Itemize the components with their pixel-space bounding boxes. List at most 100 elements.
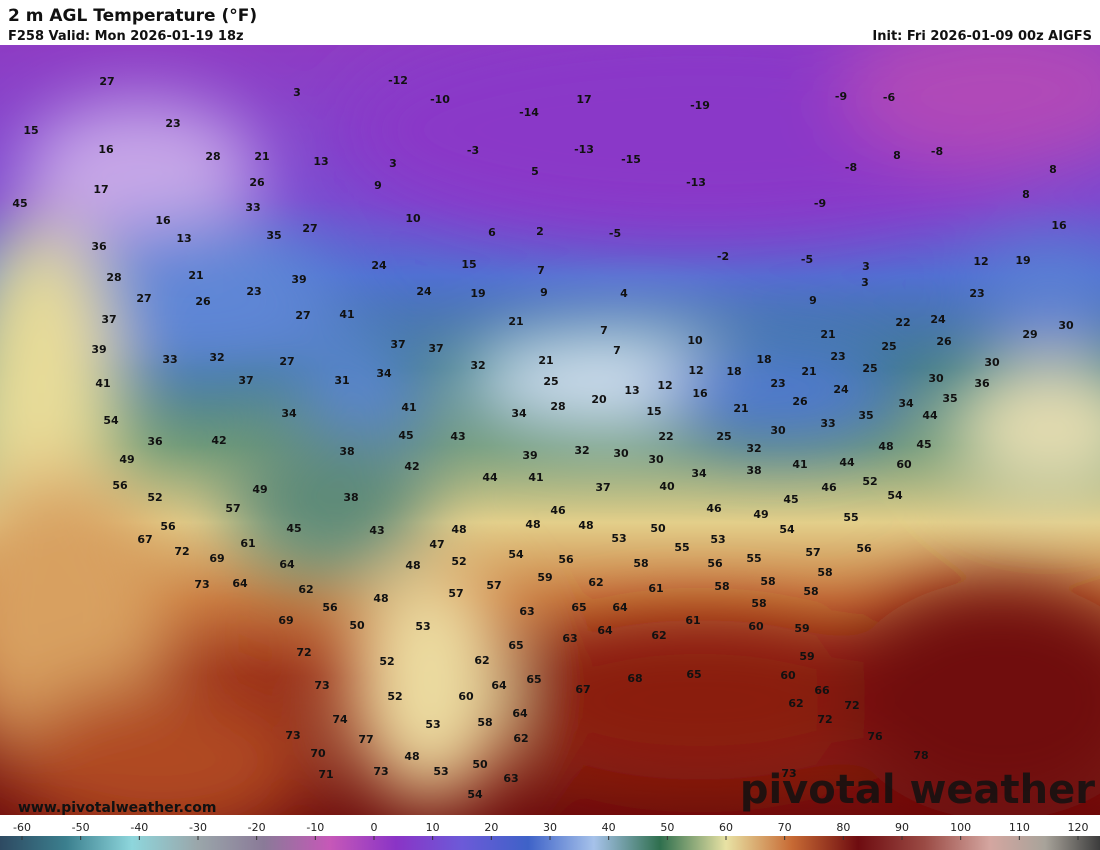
temp-label: 36 <box>91 240 107 253</box>
temp-label: 66 <box>814 684 830 697</box>
temp-label: 58 <box>751 597 766 610</box>
temp-label: 27 <box>136 292 151 305</box>
temp-label: 32 <box>574 444 589 457</box>
temp-label: 8 <box>1022 188 1030 201</box>
temp-label: -14 <box>519 106 539 119</box>
temp-label: 8 <box>1049 163 1057 176</box>
temp-label: 3 <box>861 276 869 289</box>
temp-label: -9 <box>835 90 847 103</box>
temp-label: 53 <box>425 718 440 731</box>
temp-label: 5 <box>531 165 539 178</box>
temp-label: 10 <box>405 212 421 225</box>
temp-label: 25 <box>716 430 731 443</box>
temp-label: 7 <box>613 344 621 357</box>
temp-label: 39 <box>522 449 537 462</box>
temp-label: 34 <box>691 467 707 480</box>
temp-label: 62 <box>513 732 528 745</box>
temp-label: 36 <box>147 435 163 448</box>
colorbar-tick-label: -30 <box>189 821 207 834</box>
temp-label: 70 <box>310 747 326 760</box>
temp-label: 2 <box>536 225 544 238</box>
temp-label: 32 <box>746 442 761 455</box>
temp-label: 72 <box>817 713 832 726</box>
colorbar-tick-label: 30 <box>543 821 557 834</box>
temp-label: 48 <box>451 523 466 536</box>
temp-label: 12 <box>657 379 672 392</box>
temp-label: 48 <box>525 518 540 531</box>
temp-label: 54 <box>887 489 903 502</box>
colorbar-tick-label: 70 <box>778 821 792 834</box>
temp-label: 27 <box>295 309 310 322</box>
temp-label: 50 <box>650 522 666 535</box>
temp-label: 67 <box>137 533 152 546</box>
temp-label: 46 <box>821 481 837 494</box>
temp-label: 41 <box>792 458 807 471</box>
temp-label: -13 <box>686 176 706 189</box>
temp-label: 6 <box>488 226 496 239</box>
temp-label: -12 <box>388 74 408 87</box>
temp-label: 49 <box>119 453 134 466</box>
temp-label: 44 <box>482 471 498 484</box>
temp-label: 59 <box>799 650 814 663</box>
temp-label: 33 <box>162 353 177 366</box>
temp-label: 56 <box>558 553 574 566</box>
temp-label: 48 <box>405 559 420 572</box>
colorbar-tick-label: -50 <box>72 821 90 834</box>
temp-label: 57 <box>448 587 463 600</box>
temp-label: 30 <box>770 424 786 437</box>
temp-label: 21 <box>188 269 203 282</box>
colorbar-tick-label: 90 <box>895 821 909 834</box>
temp-label: 24 <box>371 259 387 272</box>
temp-label: 45 <box>12 197 27 210</box>
temp-label: 38 <box>343 491 358 504</box>
temp-label: 59 <box>537 571 552 584</box>
temp-label: 58 <box>714 580 729 593</box>
temp-label: 41 <box>401 401 416 414</box>
temp-label: 57 <box>805 546 820 559</box>
temp-label: 21 <box>820 328 835 341</box>
temp-label: 27 <box>279 355 294 368</box>
temp-label: 35 <box>266 229 281 242</box>
temp-label: 23 <box>246 285 261 298</box>
temp-label: 49 <box>252 483 267 496</box>
temp-label: -5 <box>801 253 813 266</box>
temp-label: 64 <box>512 707 528 720</box>
temp-label: 52 <box>451 555 466 568</box>
temp-label: 61 <box>240 537 255 550</box>
temp-label: 28 <box>106 271 121 284</box>
temp-label: 69 <box>209 552 224 565</box>
temp-label: 32 <box>209 351 224 364</box>
temp-label: -8 <box>845 161 857 174</box>
temp-label: 62 <box>651 629 666 642</box>
temp-label: 12 <box>973 255 988 268</box>
temp-label: 62 <box>298 583 313 596</box>
temp-label: -3 <box>467 144 479 157</box>
temp-label: 16 <box>155 214 171 227</box>
temp-label: 15 <box>646 405 661 418</box>
watermark-logo: pivotal weather <box>740 767 1095 813</box>
temp-label: 30 <box>648 453 664 466</box>
temp-label: 58 <box>803 585 818 598</box>
colorbar-tick-label: 60 <box>719 821 733 834</box>
temp-label: 9 <box>540 286 548 299</box>
temp-label: 37 <box>595 481 610 494</box>
temp-label: 26 <box>195 295 211 308</box>
temp-label: 30 <box>984 356 1000 369</box>
temp-label: 28 <box>550 400 565 413</box>
temp-label: 24 <box>930 313 946 326</box>
temp-label: 34 <box>281 407 297 420</box>
temp-label: 23 <box>770 377 785 390</box>
temp-label: 56 <box>856 542 872 555</box>
temp-label: 16 <box>1051 219 1067 232</box>
temp-label: 3 <box>389 157 397 170</box>
temp-label: 30 <box>928 372 944 385</box>
temp-label: 17 <box>576 93 591 106</box>
temp-label: 13 <box>176 232 191 245</box>
temp-label: 43 <box>369 524 384 537</box>
temp-label: 8 <box>893 149 901 162</box>
colorbar-tick-label: 120 <box>1068 821 1089 834</box>
temp-label: 13 <box>624 384 639 397</box>
temp-label: 65 <box>526 673 541 686</box>
temp-label: 54 <box>467 788 483 801</box>
temp-label: 24 <box>833 383 849 396</box>
